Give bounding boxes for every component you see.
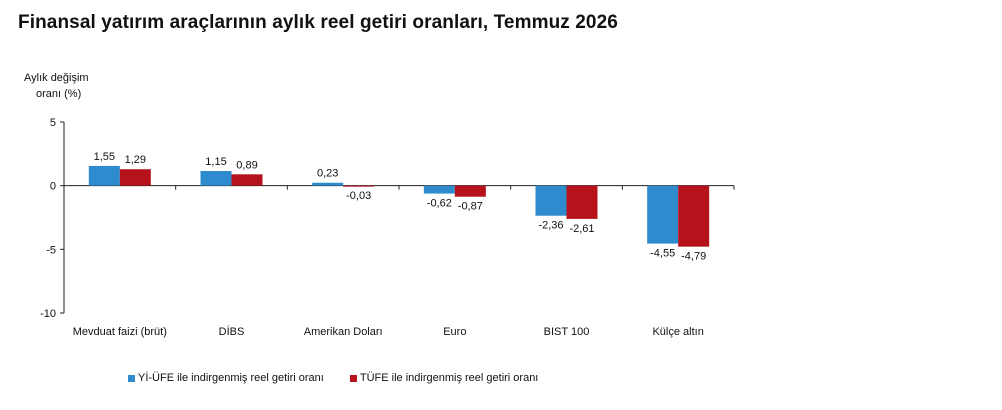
legend-swatch-tufe (349, 374, 357, 382)
legend-label-yiufe: Yİ-ÜFE ile indirgenmiş reel getiri oranı (138, 372, 324, 384)
bar (88, 165, 120, 186)
bar (678, 185, 710, 247)
bar (535, 185, 567, 216)
bar (454, 185, 486, 197)
bar (423, 185, 455, 194)
legend-label-tufe: TÜFE ile indirgenmiş reel getiri oranı (359, 372, 539, 384)
x-tick-label: Mevduat faizi (brüt) (73, 326, 167, 338)
x-tick-label: Külçe altın (652, 326, 703, 338)
bar (231, 174, 263, 186)
legend-item-yiufe: Yİ-ÜFE ile indirgenmiş reel getiri oranı (128, 372, 324, 384)
bar (647, 185, 679, 244)
bar (343, 185, 375, 187)
y-axis-label-line-1: Aylık değişim (24, 72, 89, 84)
data-label: -4,79 (681, 251, 706, 263)
bars-group (88, 165, 710, 247)
data-label: -0,03 (346, 190, 371, 202)
x-tick-label: DİBS (219, 325, 245, 338)
y-tick-label: 5 (50, 117, 56, 129)
y-tick-label: -5 (46, 244, 56, 256)
data-label: 1,55 (94, 151, 115, 163)
x-tick-label: Amerikan Doları (304, 326, 383, 338)
data-label: -0,62 (427, 198, 452, 210)
legend-item-tufe: TÜFE ile indirgenmiş reel getiri oranı (349, 372, 539, 384)
data-label: 0,23 (317, 168, 338, 180)
data-label: -4,55 (650, 248, 675, 260)
y-tick-label: -10 (40, 308, 56, 320)
data-label: -2,61 (569, 223, 594, 235)
y-tick-label: 0 (50, 181, 56, 193)
x-tick-label: BIST 100 (544, 326, 590, 338)
legend: Yİ-ÜFE ile indirgenmiş reel getiri oranı… (128, 372, 538, 384)
data-label: -0,87 (458, 201, 483, 213)
chart-title: Finansal yatırım araçlarının aylık reel … (18, 12, 618, 33)
data-label: 1,29 (125, 154, 146, 166)
bar (119, 169, 151, 186)
data-label: 1,15 (205, 156, 226, 168)
x-tick-label: Euro (443, 326, 466, 338)
legend-swatch-yiufe (128, 374, 135, 382)
bar (200, 171, 232, 186)
y-axis-label-line-2: oranı (%) (36, 88, 81, 100)
data-label: -2,36 (538, 220, 563, 232)
bar (312, 182, 344, 186)
axes: 5 0 -5 -10 Mevduat faizi (brüt) DİBS Amerikan … (40, 117, 735, 338)
data-label: 0,89 (236, 159, 257, 171)
data-labels-group: 1,55 1,15 0,23 -0,62 -2,36 -4,55 1,29 0,89 -0,03… (94, 151, 707, 263)
bar (566, 185, 598, 219)
